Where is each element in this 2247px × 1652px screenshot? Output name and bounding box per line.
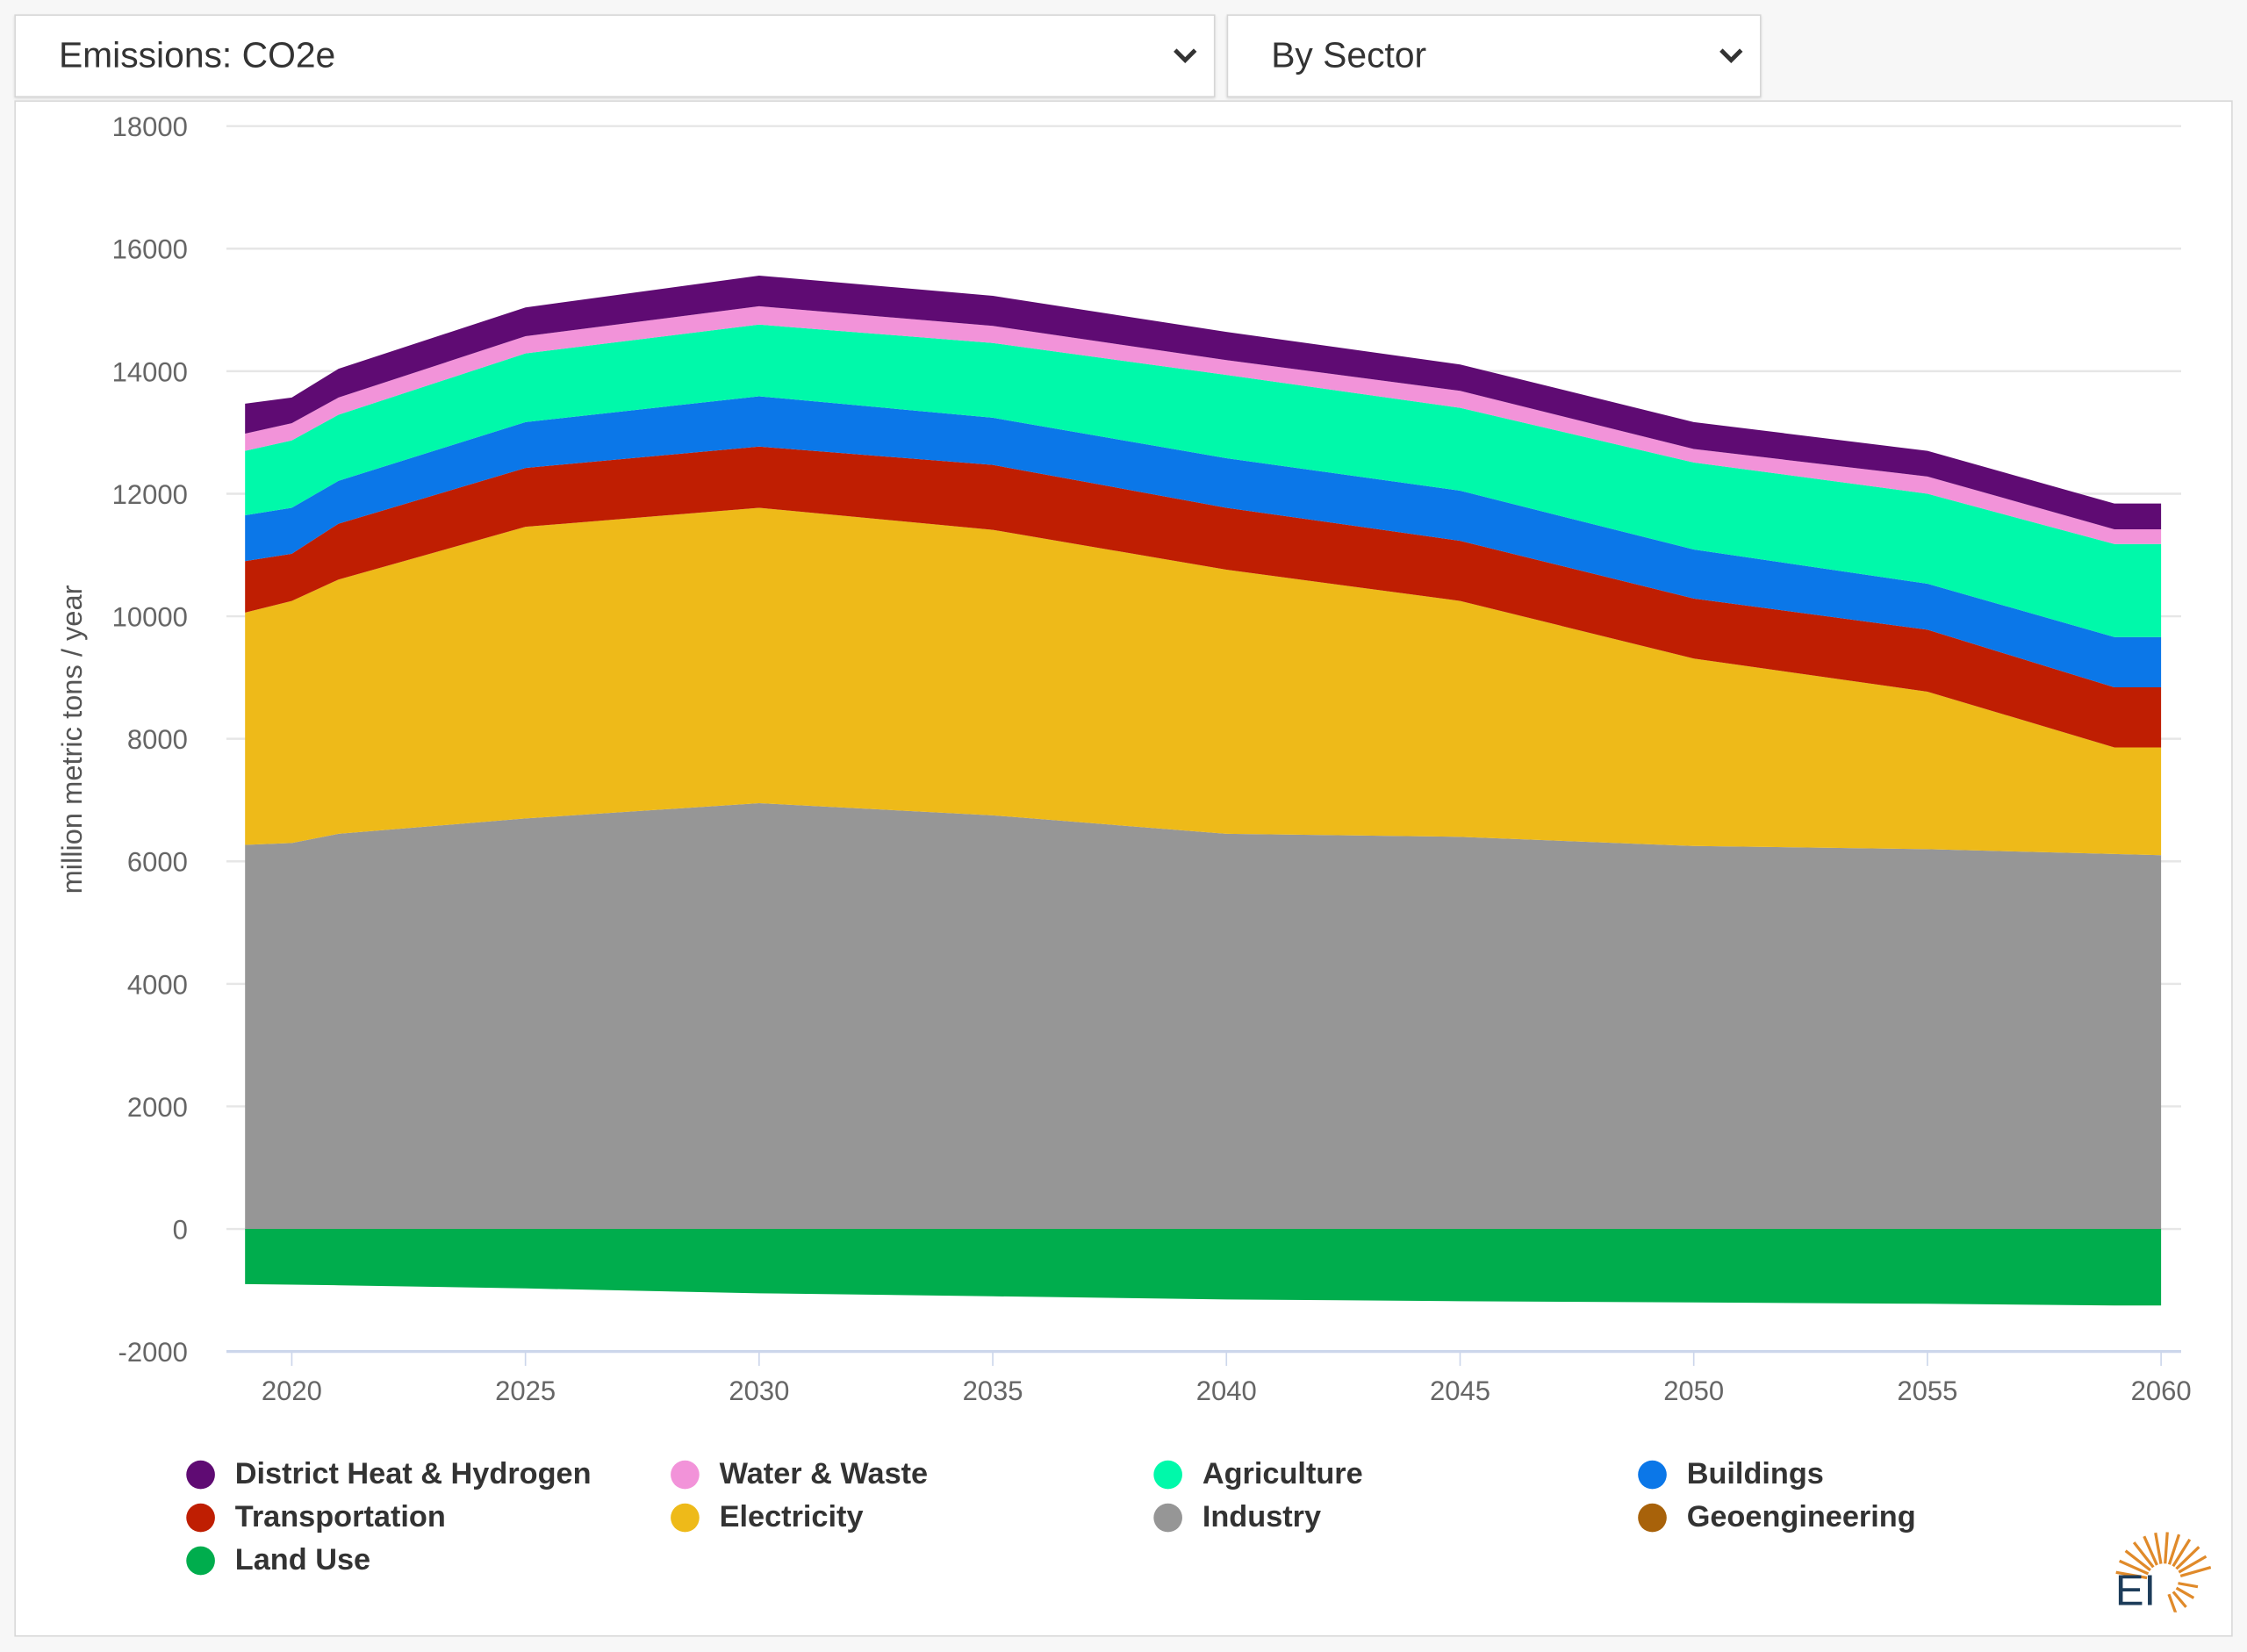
metric-select-value: Emissions: CO2e [58,35,336,75]
legend-label: Water & Waste [719,1457,929,1491]
y-axis-label: million metric tons / year [55,585,88,894]
y-tick-label: 6000 [127,847,188,878]
x-tick-label: 2045 [1430,1375,1490,1406]
y-tick-label: 12000 [112,479,188,510]
y-tick-label: 2000 [127,1092,188,1123]
legend-marker [186,1546,215,1576]
legend-label: Industry [1202,1500,1322,1533]
logo-ray [2119,1559,2150,1576]
logo-ray [2167,1593,2178,1612]
legend-label: Agriculture [1202,1457,1363,1491]
logo-ray [2143,1535,2158,1566]
legend-item-transportation[interactable]: Transportation [186,1500,446,1534]
x-tick-label: 2025 [495,1375,556,1406]
grouping-select-value: By Sector [1271,35,1427,75]
legend-item-land-use[interactable]: Land Use [186,1543,370,1577]
ei-logo: EI [2115,1532,2212,1612]
grouping-select[interactable]: By Sector [1226,14,1762,98]
legend-label: Buildings [1686,1457,1824,1491]
logo-ray [2115,1570,2148,1580]
axes: 18000 16000 14000 12000 10000 8000 6000 4000 200… [112,111,2192,1406]
logo-ray [2175,1546,2200,1570]
x-tick-label: 2050 [1663,1375,1724,1406]
logo-ray [2175,1586,2195,1599]
y-tick-label: 10000 [112,601,188,632]
x-tick-label: 2055 [1897,1375,1957,1406]
y-tick-label: 8000 [127,724,188,755]
area-land-use[interactable] [245,1229,2162,1306]
logo-ray [2132,1541,2155,1569]
metric-select[interactable]: Emissions: CO2e [14,14,1216,98]
area-transportation[interactable] [245,446,2162,748]
chevron-down-icon [1174,48,1197,64]
logo-ray [2124,1549,2151,1572]
legend-label: Land Use [234,1543,371,1577]
logo-ray [2172,1538,2192,1568]
y-tick-label: -2000 [118,1337,188,1368]
area-agriculture[interactable] [245,324,2162,637]
logo-ray [2178,1555,2208,1574]
logo-ray [2179,1565,2212,1578]
x-tick-label: 2030 [729,1375,789,1406]
legend-marker [671,1460,700,1490]
legend-label: District Heat & Hydrogen [234,1457,592,1491]
legend-label: Transportation [234,1500,446,1533]
x-tick-label: 2020 [262,1375,322,1406]
legend-marker [1638,1460,1667,1490]
legend-marker [1153,1503,1182,1533]
legend-marker [1638,1503,1667,1533]
chevron-down-icon [1719,48,1743,64]
legend-item-water-waste[interactable]: Water & Waste [671,1457,928,1491]
legend-marker [186,1503,215,1533]
logo-ray [2178,1582,2199,1589]
legend-item-district-heat-hydrogen[interactable]: District Heat & Hydrogen [186,1457,592,1491]
legend-item-buildings[interactable]: Buildings [1638,1457,1824,1491]
y-tick-label: 0 [173,1214,188,1245]
area-electricity[interactable] [245,507,2162,856]
y-tick-label: 4000 [127,969,188,1000]
legend-item-agriculture[interactable]: Agriculture [1153,1457,1363,1491]
logo-text: EI [2115,1568,2156,1612]
y-tick-label: 14000 [112,356,188,387]
legend-marker [186,1460,215,1490]
legend-label: Geoengineering [1686,1500,1916,1533]
x-tick-label: 2040 [1196,1375,1257,1406]
logo-ray [2164,1532,2169,1564]
legend-item-industry[interactable]: Industry [1153,1500,1321,1534]
logo-ray [2172,1591,2187,1608]
area-industry[interactable] [245,802,2162,1230]
x-tick-label: 2035 [963,1375,1023,1406]
legend-item-geoengineering[interactable]: Geoengineering [1638,1500,1916,1534]
logo-ray [2154,1532,2163,1564]
y-tick-label: 18000 [112,111,188,142]
legend-item-electricity[interactable]: Electricity [671,1500,864,1534]
x-tick-label: 2060 [2131,1375,2192,1406]
legend-marker [1153,1460,1182,1490]
logo-ray [2167,1533,2181,1565]
legend-label: Electricity [719,1500,864,1533]
stacked-area-chart: 18000 16000 14000 12000 10000 8000 6000 4000 200… [55,111,2192,1406]
area-buildings[interactable] [245,396,2162,688]
y-tick-label: 16000 [112,234,188,265]
areas [245,275,2162,1306]
legend-marker [671,1503,700,1533]
